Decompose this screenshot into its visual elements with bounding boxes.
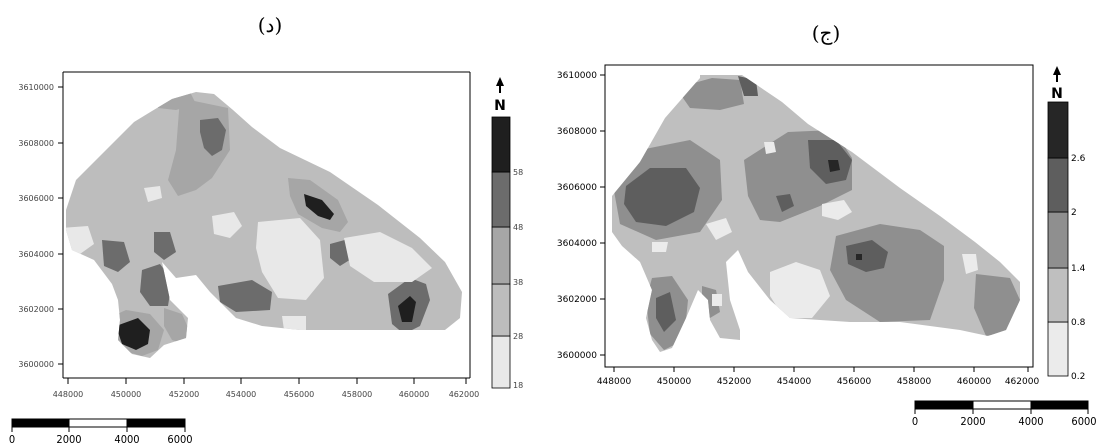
legend-label-left-4: 58 xyxy=(513,168,523,177)
north-arrow-right: N xyxy=(1051,66,1063,102)
legend-swatch-left-4 xyxy=(491,116,511,173)
x-axis-left: 448000 450000 452000 454000 456000 45800… xyxy=(53,377,480,399)
legend-swatch-left-1 xyxy=(491,283,511,337)
scale-label-left-0: 0 xyxy=(9,433,15,445)
x-tick-left-2: 452000 xyxy=(169,390,200,399)
scale-bar-left: 0 2000 4000 6000 xyxy=(9,418,193,445)
x-tick-left-5: 458000 xyxy=(342,390,373,399)
x-tick-right-6: 460000 xyxy=(957,377,992,387)
y-tick-right-1: 3608000 xyxy=(557,127,597,137)
legend-label-left-0: 18 xyxy=(513,381,523,390)
y-tick-left-1: 3608000 xyxy=(18,139,54,148)
legend-label-right-0: 0.2 xyxy=(1071,372,1085,382)
legend-label-right-2: 1.4 xyxy=(1071,264,1086,274)
legend-swatch-left-0 xyxy=(491,335,511,389)
legend-label-right-4: 2.6 xyxy=(1071,154,1086,164)
x-axis-right: 448000 450000 452000 454000 456000 45800… xyxy=(597,367,1040,387)
north-label-left: N xyxy=(494,98,506,114)
scale-label-right-1: 2000 xyxy=(960,415,985,428)
scale-label-right-0: 0 xyxy=(912,415,918,428)
scale-label-right-2: 4000 xyxy=(1018,415,1043,428)
legend-swatch-right-1 xyxy=(1047,267,1069,323)
legend-swatch-left-2 xyxy=(491,226,511,285)
contour-map-right xyxy=(612,75,1020,352)
y-axis-right: 3610000 3608000 3606000 3604000 3602000 … xyxy=(557,71,605,361)
legend-swatch-right-3 xyxy=(1047,157,1069,213)
scale-label-left-2: 4000 xyxy=(114,433,139,445)
y-tick-right-5: 3600000 xyxy=(557,351,597,361)
x-tick-right-7: 462000 xyxy=(1005,377,1040,387)
map-frame-right xyxy=(604,64,1034,368)
scale-bar-right: 0 2000 4000 6000 xyxy=(912,400,1097,428)
y-tick-left-0: 3610000 xyxy=(18,83,54,92)
x-tick-right-0: 448000 xyxy=(597,377,632,387)
legend-swatch-right-0 xyxy=(1047,321,1069,377)
x-tick-left-7: 462000 xyxy=(449,390,480,399)
y-tick-right-2: 3606000 xyxy=(557,183,597,193)
y-tick-right-3: 3604000 xyxy=(557,239,597,249)
north-label-right: N xyxy=(1051,86,1063,102)
x-tick-right-3: 454000 xyxy=(777,377,812,387)
legend-label-left-1: 28 xyxy=(513,332,523,341)
legend-label-left-2: 38 xyxy=(513,278,523,287)
x-tick-left-4: 456000 xyxy=(284,390,315,399)
y-tick-left-4: 3602000 xyxy=(18,305,54,314)
color-legend-right: 0.2 0.8 1.4 2 2.6 xyxy=(1047,101,1086,382)
legend-label-right-3: 2 xyxy=(1071,208,1077,218)
x-tick-right-1: 450000 xyxy=(657,377,692,387)
legend-swatch-left-3 xyxy=(491,171,511,228)
contour-map-left xyxy=(66,92,462,358)
color-legend-left: 18 28 38 48 58 xyxy=(491,116,523,390)
legend-label-left-3: 48 xyxy=(513,223,523,232)
x-tick-right-2: 452000 xyxy=(717,377,752,387)
scale-label-left-3: 6000 xyxy=(167,433,192,445)
y-tick-left-2: 3606000 xyxy=(18,194,54,203)
scale-label-left-1: 2000 xyxy=(56,433,81,445)
legend-swatch-right-2 xyxy=(1047,211,1069,269)
legend-swatch-right-4 xyxy=(1047,101,1069,159)
x-tick-left-6: 460000 xyxy=(399,390,430,399)
map-title-right: (ج) xyxy=(812,21,841,45)
map-title-left: (د) xyxy=(258,13,283,37)
y-tick-left-3: 3604000 xyxy=(18,250,54,259)
x-tick-left-1: 450000 xyxy=(111,390,142,399)
legend-label-right-1: 0.8 xyxy=(1071,318,1086,328)
y-axis-left: 3610000 3608000 3606000 3604000 3602000 … xyxy=(18,83,63,369)
x-tick-left-0: 448000 xyxy=(53,390,84,399)
scale-label-right-3: 6000 xyxy=(1071,415,1096,428)
x-tick-right-4: 456000 xyxy=(837,377,872,387)
x-tick-left-3: 454000 xyxy=(226,390,257,399)
y-tick-left-5: 3600000 xyxy=(18,360,54,369)
y-tick-right-4: 3602000 xyxy=(557,295,597,305)
north-arrow-left: N xyxy=(494,77,506,114)
y-tick-right-0: 3610000 xyxy=(557,71,597,81)
x-tick-right-5: 458000 xyxy=(897,377,932,387)
